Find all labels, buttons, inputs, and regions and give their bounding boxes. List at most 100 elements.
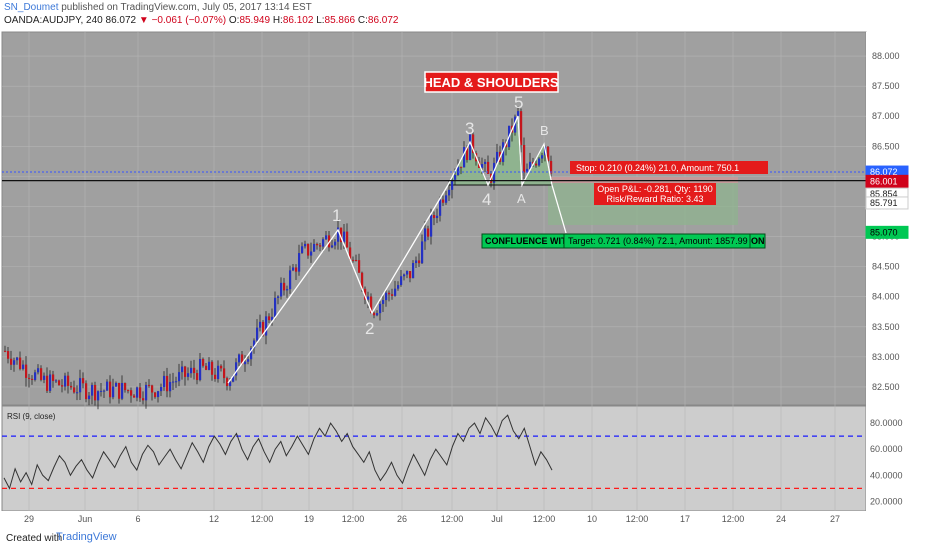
price-chart[interactable]: 88.00087.50087.00086.50086.00085.50085.0…: [0, 28, 932, 528]
candle-up: [97, 391, 99, 400]
candle-down: [52, 374, 54, 380]
time-tick: 17: [680, 514, 690, 524]
confluence-text: CONFLUENCE WITH: [485, 236, 573, 246]
candle-up: [421, 241, 423, 263]
candle-up: [16, 358, 18, 361]
candle-down: [130, 390, 132, 395]
candle-down: [67, 376, 69, 386]
candle-down: [4, 351, 6, 352]
candle-up: [403, 274, 405, 276]
candle-up: [22, 365, 24, 369]
tradingview-logo[interactable]: TradingView: [56, 531, 117, 543]
time-tick: 12:00: [342, 514, 365, 524]
author-link[interactable]: SN_Doumet: [4, 2, 58, 13]
candle-up: [469, 134, 471, 160]
pnl-text: Open P&L: -0.281, Qty: 1190: [597, 184, 712, 194]
candle-down: [151, 385, 153, 392]
time-tick: 12: [209, 514, 219, 524]
time-tick: Jul: [491, 514, 503, 524]
created-with: Created with: [6, 533, 62, 544]
candle-up: [145, 385, 147, 400]
candle-up: [424, 228, 426, 241]
price-tick: 88.000: [872, 51, 900, 61]
candle-up: [277, 296, 279, 297]
candle-up: [286, 289, 288, 290]
candle-up: [163, 376, 165, 387]
candle-down: [202, 359, 204, 366]
candle-down: [133, 396, 135, 398]
candle-down: [109, 382, 111, 398]
candle-up: [115, 383, 117, 387]
candle-up: [451, 180, 453, 190]
candle-down: [355, 260, 357, 261]
candle-up: [256, 328, 258, 341]
candle-up: [412, 263, 414, 278]
candle-up: [187, 373, 189, 377]
candle-down: [31, 379, 33, 380]
candle-down: [142, 398, 144, 400]
candle-up: [289, 270, 291, 289]
published-text: published on TradingView.com, July 05, 2…: [61, 2, 312, 13]
candle-up: [229, 382, 231, 386]
candle-up: [430, 215, 432, 237]
candle-up: [121, 383, 123, 399]
close-label: C:: [358, 15, 368, 26]
candle-up: [13, 360, 15, 364]
candle-up: [55, 380, 57, 381]
pattern-title: HEAD & SHOULDERS: [423, 75, 558, 90]
price-tick: 83.500: [872, 322, 900, 332]
candle-down: [28, 378, 30, 379]
wave-label-2: 2: [365, 319, 374, 338]
candle-up: [376, 313, 378, 315]
wave-label-b: B: [540, 123, 549, 138]
candle-down: [433, 215, 435, 218]
candle-up: [406, 271, 408, 274]
price-tick: 87.000: [872, 111, 900, 121]
candle-down: [25, 365, 27, 378]
candle-up: [172, 382, 174, 383]
candle-up: [37, 368, 39, 372]
price-tick: 84.000: [872, 292, 900, 302]
candle-up: [244, 362, 246, 364]
candle-down: [46, 376, 48, 391]
candle-up: [181, 367, 183, 373]
candle-up: [79, 378, 81, 392]
candle-down: [85, 383, 87, 399]
time-tick: 19: [304, 514, 314, 524]
candle-down: [19, 358, 21, 369]
time-tick: 12:00: [251, 514, 274, 524]
candle-up: [136, 387, 138, 397]
candle-up: [448, 190, 450, 196]
candle-down: [409, 271, 411, 278]
candle-up: [76, 392, 78, 393]
candle-up: [331, 245, 333, 247]
symbol-label: OANDA:AUDJPY, 240: [4, 15, 103, 26]
candle-down: [307, 244, 309, 256]
confluence-tail: ON: [751, 236, 765, 246]
candle-down: [205, 366, 207, 370]
candle-up: [247, 359, 249, 361]
candle-down: [148, 385, 150, 386]
price-tick: 87.500: [872, 81, 900, 91]
candle-down: [193, 368, 195, 373]
candle-down: [319, 245, 321, 246]
candle-up: [322, 239, 324, 246]
candle-down: [214, 375, 216, 379]
candle-up: [334, 242, 336, 246]
price-tick: 83.000: [872, 352, 900, 362]
candle-up: [265, 316, 267, 335]
candle-down: [226, 378, 228, 386]
candle-up: [385, 293, 387, 300]
candle-down: [268, 316, 270, 320]
candle-up: [88, 396, 90, 399]
candle-up: [310, 251, 312, 255]
close-value: 86.072: [368, 15, 399, 26]
time-tick: 27: [830, 514, 840, 524]
candle-up: [34, 372, 36, 380]
candle-up: [217, 366, 219, 379]
candle-up: [49, 374, 51, 390]
candle-down: [58, 380, 60, 385]
candle-down: [73, 387, 75, 392]
price-tick: 86.500: [872, 141, 900, 151]
